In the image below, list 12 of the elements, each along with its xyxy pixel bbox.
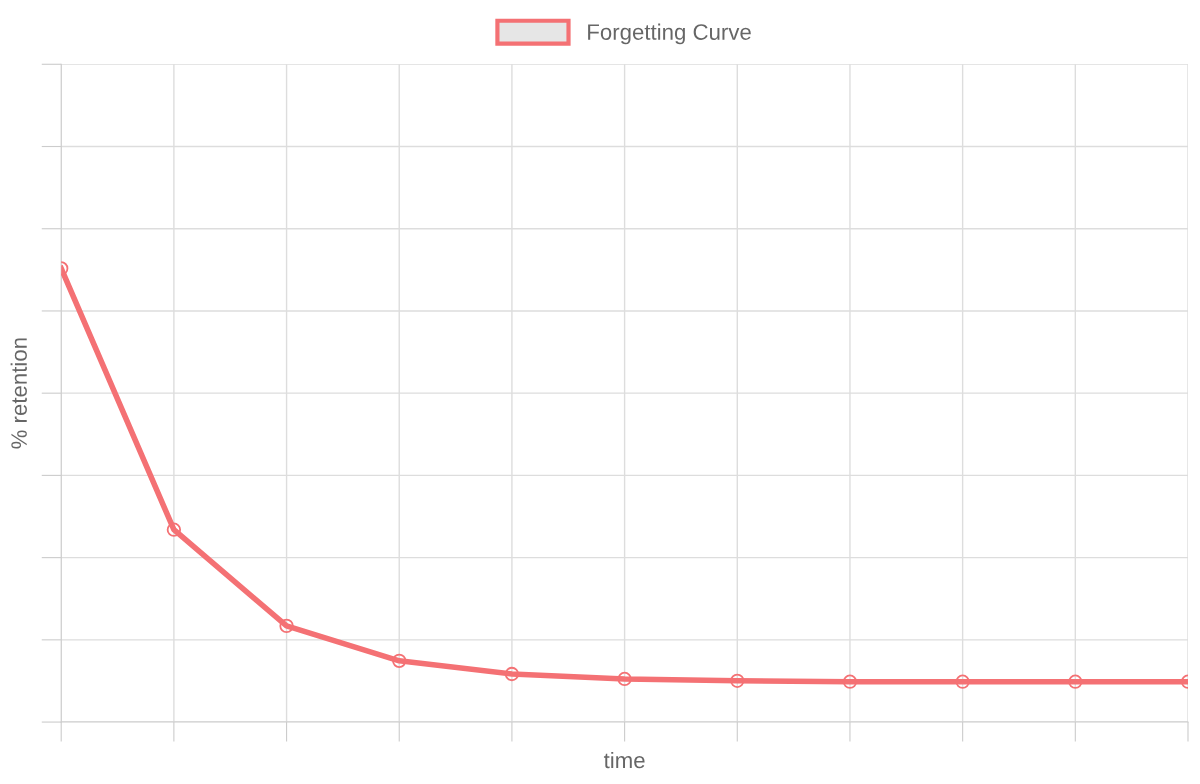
legend-label: Forgetting Curve: [588, 23, 751, 45]
point: [955, 674, 970, 689]
point: [842, 674, 858, 689]
point: [392, 653, 407, 668]
point: [504, 666, 520, 682]
point: [730, 673, 745, 688]
point: [166, 522, 182, 537]
point: [617, 671, 632, 687]
x-axis-title: time: [603, 751, 645, 769]
point: [1068, 674, 1083, 689]
point: [279, 618, 294, 634]
y-axis-title: % retention: [10, 338, 27, 449]
